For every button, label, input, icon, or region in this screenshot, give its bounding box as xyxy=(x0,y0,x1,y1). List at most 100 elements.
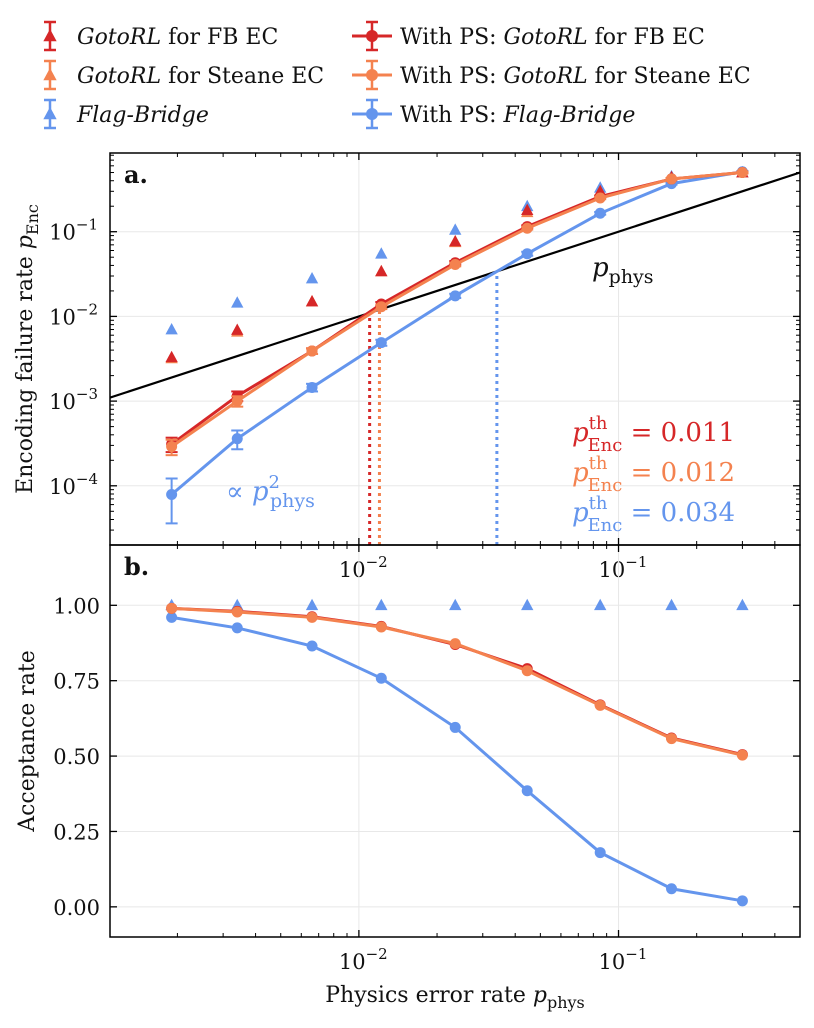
ylabel-text: Encoding failure rate xyxy=(13,249,38,494)
quad-superscript: 2 xyxy=(269,472,280,493)
panel-letter-a: a. xyxy=(124,160,148,189)
ylabel-symbol: p xyxy=(13,235,38,249)
data-point-triangle xyxy=(305,598,319,611)
tick-base: 10 xyxy=(599,950,626,974)
y-tick-label: 10−3 xyxy=(49,385,98,414)
quad-subscript: phys xyxy=(270,490,315,512)
panel-letter-b: b. xyxy=(124,552,149,581)
data-point-triangle xyxy=(594,598,607,611)
legend-item-gotorl_fb: GotoRL for FB EC xyxy=(43,20,278,52)
pphys-label: pphys xyxy=(592,253,654,288)
axis-labels: Encoding failure rate pEnc Acceptance rat… xyxy=(13,204,585,1012)
series-ps_gotorl_fb xyxy=(166,602,748,761)
quadratic-scaling-label: ∝ p2 phys xyxy=(226,472,315,512)
tick-base: 10 xyxy=(49,221,76,245)
legend-label-prefix: With PS: xyxy=(400,64,504,89)
data-point-circle xyxy=(231,433,243,445)
data-point-triangle xyxy=(375,598,388,611)
legend-label: With PS: GotoRL for FB EC xyxy=(400,25,705,50)
series-line xyxy=(171,615,743,903)
data-point-circle xyxy=(666,883,678,895)
threshold-symbol: p xyxy=(572,418,589,448)
data-point-triangle xyxy=(375,264,388,277)
y-tick-label: 10−2 xyxy=(49,300,98,329)
panel-b-frame xyxy=(109,544,801,938)
data-point-circle xyxy=(594,207,606,219)
legend-marker-circle xyxy=(366,69,378,81)
series-ps_flag_bridge xyxy=(166,611,748,907)
series-line xyxy=(171,606,743,757)
data-point-circle xyxy=(666,173,678,185)
threshold-subscript: Enc xyxy=(587,475,622,496)
legend-label-emph: Flag-Bridge xyxy=(76,103,209,128)
data-point-triangle xyxy=(521,598,534,611)
xlabel-text: Physics error rate xyxy=(325,983,533,1008)
panel-b-plot xyxy=(165,598,749,907)
quad-prefix: ∝ xyxy=(226,477,252,507)
data-point-circle xyxy=(449,259,461,271)
data-point-circle xyxy=(736,749,748,761)
legend-label: GotoRL for Steane EC xyxy=(77,64,324,89)
legend-item-ps_flag_bridge: With PS: Flag-Bridge xyxy=(352,98,636,130)
series-ps_gotorl_steane xyxy=(165,167,749,457)
data-point-circle xyxy=(449,638,461,650)
series-line xyxy=(170,171,743,446)
threshold-superscript: th xyxy=(589,493,608,514)
legend-label: With PS: GotoRL for Steane EC xyxy=(400,64,751,89)
reference-line-pphys xyxy=(110,171,800,399)
tick-base: 10 xyxy=(599,558,626,582)
legend-label-rest: for Steane EC xyxy=(161,64,324,89)
legend-item-gotorl_steane: GotoRL for Steane EC xyxy=(43,59,324,91)
data-point-circle xyxy=(166,441,178,453)
y-axis-label-a: Encoding failure rate pEnc xyxy=(13,204,42,494)
data-point-circle xyxy=(231,622,243,634)
data-point-circle xyxy=(231,395,243,407)
data-point-circle xyxy=(449,721,461,733)
tick-exponent: −3 xyxy=(76,385,98,403)
tick-exponent: −1 xyxy=(625,553,647,571)
data-point-triangle xyxy=(665,598,678,611)
legend-marker-triangle xyxy=(43,68,57,81)
legend-label-rest: for Steane EC xyxy=(588,64,751,89)
data-point-circle xyxy=(375,621,387,633)
legend-label-emph: GotoRL xyxy=(504,25,588,50)
legend-item-ps_gotorl_steane: With PS: GotoRL for Steane EC xyxy=(352,59,751,91)
legend-label: Flag-Bridge xyxy=(76,103,209,128)
data-point-circle xyxy=(594,192,606,204)
data-point-circle xyxy=(166,611,178,623)
data-point-circle xyxy=(521,222,533,234)
legend-marker-triangle xyxy=(43,29,57,42)
panel-b-grid xyxy=(110,545,800,937)
legend-label-prefix: With PS: xyxy=(400,25,504,50)
legend-label: GotoRL for FB EC xyxy=(77,25,278,50)
series-line xyxy=(170,171,743,448)
legend-item-flag_bridge: Flag-Bridge xyxy=(43,98,209,130)
tick-base: 10 xyxy=(49,390,76,414)
threshold-superscript: th xyxy=(589,413,608,434)
panel-a: 10−410−310−210−110−2 10−1a.pphys∝ p2 physp… xyxy=(49,152,801,582)
threshold-symbol: p xyxy=(572,498,589,528)
legend: GotoRL for FB EC GotoRL for Steane EC Flag… xyxy=(43,20,751,130)
panel-a-plot xyxy=(110,166,800,545)
data-point-circle xyxy=(306,381,318,393)
data-point-circle xyxy=(375,672,387,684)
data-point-triangle xyxy=(231,323,244,335)
data-point-triangle xyxy=(305,272,319,284)
series-ps_gotorl_steane xyxy=(166,602,748,761)
data-point-triangle xyxy=(521,203,534,215)
tick-base: 10 xyxy=(49,475,76,499)
legend-label-emph: Flag-Bridge xyxy=(503,103,636,128)
series-flag_bridge xyxy=(165,166,749,335)
x-tick-label: 10−1 xyxy=(599,553,648,582)
tick-exponent: −2 xyxy=(366,945,388,963)
y-tick-label: 0.50 xyxy=(53,745,100,769)
data-point-circle xyxy=(306,611,318,623)
pphys-subscript: phys xyxy=(609,266,654,288)
tick-base: 10 xyxy=(49,305,76,329)
data-point-triangle xyxy=(231,296,244,308)
y-axis-label-b: Acceptance rate xyxy=(15,650,40,833)
threshold-value: = 0.012 xyxy=(622,458,735,488)
pphys-symbol: p xyxy=(592,253,609,283)
